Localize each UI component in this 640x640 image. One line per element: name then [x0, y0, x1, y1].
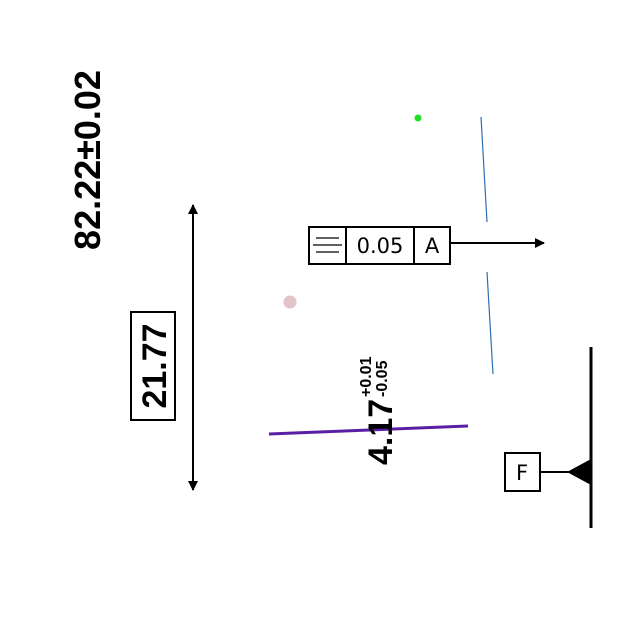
pink-dot: [283, 295, 297, 309]
green-dot: [414, 114, 422, 122]
blue-line-lower: [486, 271, 494, 375]
feature-control-frame: 0.05 A: [308, 226, 451, 265]
overall-dimension-text: 82.22±0.02: [67, 70, 108, 250]
datum-feature-symbol: F: [504, 347, 593, 528]
datum-triangle: [567, 459, 591, 485]
datum-label-box: [504, 452, 541, 492]
blue-line-upper: [480, 116, 488, 223]
toleranced-dimension-nominal: 4.17: [362, 399, 400, 465]
symmetry-icon: [313, 237, 342, 253]
overall-dimension-tolerance: ±0.02: [67, 70, 108, 160]
basic-dimension-box: [130, 311, 176, 421]
fcf-tolerance: 0.05: [357, 234, 404, 258]
toleranced-dimension-lower: -0.05: [374, 360, 391, 397]
overall-dimension-nominal: 82.22: [67, 160, 108, 250]
toleranced-dimension: 4.17 +0.01 -0.05: [358, 356, 400, 465]
purple-line: [268, 424, 469, 436]
fcf-datum-reference: A: [425, 234, 440, 258]
datum-label: F: [516, 461, 528, 485]
basic-dimension-text: 21.77: [136, 323, 174, 408]
toleranced-dimension-upper: +0.01: [358, 356, 375, 397]
